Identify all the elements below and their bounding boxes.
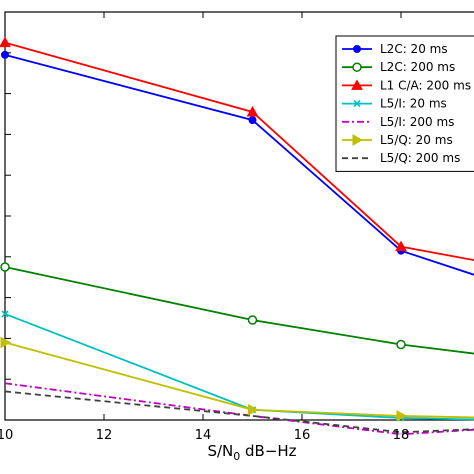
data-point-1-2: [396, 339, 406, 350]
x-tick-label: 16: [294, 428, 311, 443]
x-tick-label: 12: [96, 428, 113, 443]
data-point-0-0: [1, 50, 9, 59]
plot-area: [0, 11, 474, 436]
x-tick-label: 18: [393, 428, 410, 443]
x-axis-title: S/N0 dB−Hz: [207, 442, 296, 463]
x-tick-label: 14: [195, 428, 212, 443]
legend-item: L5/I: 20 ms: [342, 97, 447, 111]
legend-label: L2C: 200 ms: [380, 60, 455, 74]
legend-marker: [352, 134, 364, 146]
legend-marker: [353, 45, 361, 53]
series-line-5: [4, 341, 474, 419]
data-point-0-1: [248, 116, 257, 125]
series-line-4: [4, 382, 474, 436]
legend-item: L1 C/A: 200 ms: [342, 78, 471, 92]
data-point-2-0: [0, 36, 11, 48]
data-point-5-1: [248, 403, 259, 416]
series-markers: [0, 36, 408, 422]
legend-item: L5/Q: 20 ms: [342, 133, 453, 147]
legend-label: L5/Q: 200 ms: [380, 151, 460, 165]
data-point-1-1: [247, 315, 258, 325]
series-line-3: [4, 313, 474, 421]
legend-marker: [351, 79, 363, 90]
legend-item: L2C: 20 ms: [342, 42, 448, 56]
series-line-1: [4, 266, 474, 355]
legend-label: L5/I: 20 ms: [380, 97, 447, 111]
data-point-3-0: [1, 310, 9, 318]
data-point-1-0: [0, 262, 10, 272]
legend-item: L2C: 200 ms: [342, 60, 455, 74]
legend-label: L5/I: 200 ms: [380, 115, 454, 129]
data-point-5-2: [396, 410, 408, 422]
data-point-2-2: [395, 240, 407, 252]
legend-label: L5/Q: 20 ms: [380, 133, 453, 147]
data-point-2-1: [246, 105, 259, 117]
legend-item: L5/Q: 200 ms: [342, 151, 460, 165]
legend-label: L2C: 20 ms: [380, 42, 448, 56]
tick-marks: [4, 11, 402, 421]
series-line-0: [4, 53, 474, 276]
data-point-5-0: [0, 336, 12, 349]
series-line-2: [4, 41, 474, 262]
legend-item: L5/I: 200 ms: [342, 115, 454, 129]
x-tick-labels: 10 12 14 16 18: [0, 428, 409, 443]
legend-label: L1 C/A: 200 ms: [380, 78, 471, 92]
series-lines: [4, 41, 474, 436]
series-line-6: [4, 390, 474, 434]
legend-marker: [353, 100, 361, 108]
x-tick-label: 10: [0, 428, 13, 443]
legend: L2C: 20 ms L2C: 200 ms L1 C/A: 200 ms L5/I:…: [335, 35, 474, 172]
legend-marker: [352, 62, 362, 72]
